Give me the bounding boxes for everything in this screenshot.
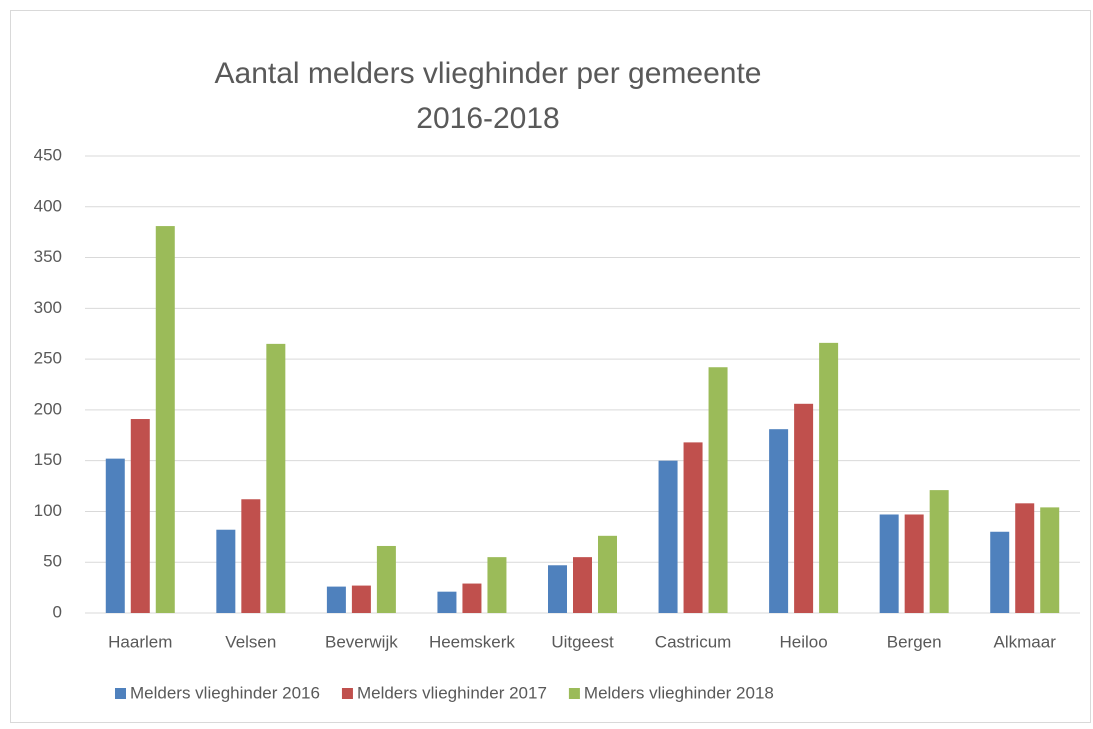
- y-tick-label: 100: [34, 501, 62, 520]
- x-tick-label: Haarlem: [108, 632, 172, 651]
- x-tick-label: Alkmaar: [994, 632, 1057, 651]
- bar: [130, 419, 150, 613]
- bar: [351, 585, 371, 613]
- bar: [769, 429, 789, 613]
- bar: [1040, 507, 1060, 613]
- bar: [326, 586, 346, 613]
- bar: [573, 557, 592, 613]
- x-tick-label: Heiloo: [780, 632, 828, 651]
- legend-label: Melders vlieghinder 2016: [130, 683, 320, 702]
- x-tick-label: Heemskerk: [429, 632, 515, 651]
- x-tick-label: Uitgeest: [551, 632, 614, 651]
- bar: [708, 367, 728, 613]
- bar: [105, 458, 125, 613]
- bar: [487, 557, 507, 613]
- x-tick-label: Beverwijk: [325, 632, 398, 651]
- bar: [904, 514, 924, 613]
- y-tick-label: 200: [34, 399, 62, 418]
- y-tick-label: 350: [34, 247, 62, 266]
- bar: [548, 565, 567, 613]
- chart-title: 2016-2018: [416, 102, 559, 135]
- bar: [598, 535, 617, 613]
- legend-marker: [341, 688, 353, 699]
- legend-label: Melders vlieghinder 2017: [357, 683, 547, 702]
- bar: [819, 342, 839, 613]
- bar: [437, 591, 457, 613]
- bar: [266, 343, 286, 613]
- bar: [683, 442, 703, 613]
- y-tick-label: 300: [34, 298, 62, 317]
- y-tick-label: 0: [53, 602, 62, 621]
- bar: [216, 529, 236, 613]
- legend-marker: [568, 688, 580, 699]
- y-tick-label: 150: [34, 450, 62, 469]
- bar: [794, 403, 814, 613]
- bar: [462, 583, 482, 613]
- bar: [241, 499, 261, 613]
- legend-label: Melders vlieghinder 2018: [584, 683, 774, 702]
- y-tick-label: 50: [43, 552, 62, 571]
- y-tick-label: 400: [34, 196, 62, 215]
- bar: [1015, 503, 1035, 613]
- bar: [658, 460, 678, 613]
- bar: [155, 226, 175, 613]
- y-tick-label: 250: [34, 349, 62, 368]
- legend-marker: [115, 688, 126, 699]
- chart-title: Aantal melders vlieghinder per gemeente: [215, 57, 762, 90]
- x-tick-label: Velsen: [225, 632, 276, 651]
- bar: [990, 531, 1010, 613]
- bar: [879, 514, 899, 613]
- bar: [929, 490, 949, 613]
- y-tick-label: 450: [34, 145, 62, 164]
- x-tick-label: Castricum: [655, 632, 732, 651]
- x-tick-label: Bergen: [887, 632, 942, 651]
- bar: [376, 545, 396, 613]
